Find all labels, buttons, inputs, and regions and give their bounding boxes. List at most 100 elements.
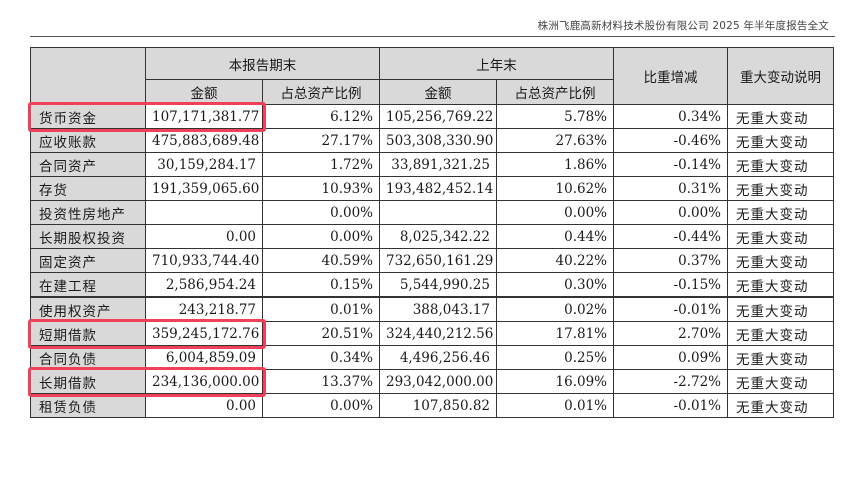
row-label: 合同资产 <box>30 152 146 177</box>
change-cell: -0.46% <box>613 128 728 153</box>
row-label: 在建工程 <box>30 272 146 298</box>
previous-ratio-cell: 0.00% <box>496 200 614 225</box>
note-cell: 无重大变动 <box>727 128 834 153</box>
previous-ratio-cell: 0.02% <box>496 296 614 322</box>
current-ratio-cell: 6.12% <box>262 104 380 129</box>
previous-amount-cell: 732,650,161.29 <box>379 248 497 273</box>
header-divider <box>30 36 835 37</box>
change-header: 比重增减 <box>613 47 728 105</box>
current-amount-cell: 710,933,744.40 <box>145 248 263 273</box>
change-cell: 0.09% <box>613 345 728 370</box>
current-ratio-cell: 27.17% <box>262 128 380 153</box>
corner-header-cell <box>30 47 146 105</box>
table-row: 长期借款 234,136,000.00 13.37% 293,042,000.00 16… <box>30 369 834 394</box>
note-cell: 无重大变动 <box>727 200 834 225</box>
row-label: 固定资产 <box>30 248 146 273</box>
row-label: 租赁负债 <box>30 393 146 418</box>
change-cell: 0.34% <box>613 104 728 129</box>
previous-amount-cell: 293,042,000.00 <box>379 369 497 394</box>
note-cell: 无重大变动 <box>727 272 834 298</box>
change-cell: -0.15% <box>613 272 728 298</box>
current-ratio-cell: 20.51% <box>262 321 380 346</box>
previous-ratio-cell: 16.09% <box>496 369 614 394</box>
change-cell: 0.00% <box>613 200 728 225</box>
current-ratio-cell: 0.00% <box>262 224 380 249</box>
previous-amount-cell: 8,025,342.22 <box>379 224 497 249</box>
row-label: 长期借款 <box>30 369 146 394</box>
change-cell: -0.44% <box>613 224 728 249</box>
note-header: 重大变动说明 <box>727 47 834 105</box>
previous-amount-cell: 193,482,452.14 <box>379 176 497 201</box>
previous-ratio-cell: 27.63% <box>496 128 614 153</box>
previous-amount-cell: 33,891,321.25 <box>379 152 497 177</box>
asset-liability-table: 本报告期末 上年末 比重增减 重大变动说明 金额 占总资产比例 金额 占总资产比… <box>30 47 834 418</box>
previous-ratio-cell: 0.30% <box>496 272 614 298</box>
change-cell: -0.01% <box>613 296 728 322</box>
document-header: 株洲飞鹿高新材料技术股份有限公司 2025 年半年度报告全文 <box>537 20 829 32</box>
note-cell: 无重大变动 <box>727 176 834 201</box>
table-body: 货币资金 107,171,381.77 6.12% 105,256,769.22 5.7… <box>30 104 834 418</box>
change-cell: 0.37% <box>613 248 728 273</box>
change-cell: 2.70% <box>613 321 728 346</box>
row-label: 长期股权投资 <box>30 224 146 249</box>
previous-amount-cell: 105,256,769.22 <box>379 104 497 129</box>
table-row: 货币资金 107,171,381.77 6.12% 105,256,769.22 5.7… <box>30 104 834 129</box>
note-cell: 无重大变动 <box>727 152 834 177</box>
row-label: 货币资金 <box>30 104 146 129</box>
current-amount-cell: 234,136,000.00 <box>145 369 263 394</box>
previous-ratio-cell: 40.22% <box>496 248 614 273</box>
previous-amount-cell: 107,850.82 <box>379 393 497 418</box>
previous-ratio-header: 占总资产比例 <box>496 79 614 105</box>
current-ratio-cell: 13.37% <box>262 369 380 394</box>
current-amount-cell: 191,359,065.60 <box>145 176 263 201</box>
table-row: 合同资产 30,159,284.17 1.72% 33,891,321.25 1.86%… <box>30 152 834 177</box>
table-row: 应收账款 475,883,689.48 27.17% 503,308,330.90 27… <box>30 128 834 153</box>
previous-ratio-cell: 0.01% <box>496 393 614 418</box>
note-cell: 无重大变动 <box>727 321 834 346</box>
current-ratio-cell: 10.93% <box>262 176 380 201</box>
current-ratio-cell: 40.59% <box>262 248 380 273</box>
current-ratio-cell: 0.15% <box>262 272 380 298</box>
previous-ratio-cell: 0.44% <box>496 224 614 249</box>
note-cell: 无重大变动 <box>727 393 834 418</box>
current-amount-cell <box>145 200 263 225</box>
previous-ratio-cell: 1.86% <box>496 152 614 177</box>
table-row: 固定资产 710,933,744.40 40.59% 732,650,161.29 40… <box>30 248 834 273</box>
previous-amount-cell: 324,440,212.56 <box>379 321 497 346</box>
current-ratio-cell: 0.34% <box>262 345 380 370</box>
table-row: 租赁负债 0.00 0.00% 107,850.82 0.01% -0.01% 无重大变动 <box>30 393 834 418</box>
previous-ratio-cell: 10.62% <box>496 176 614 201</box>
row-label: 应收账款 <box>30 128 146 153</box>
current-amount-cell: 0.00 <box>145 393 263 418</box>
previous-year-header: 上年末 <box>379 47 614 80</box>
current-ratio-cell: 0.00% <box>262 393 380 418</box>
current-ratio-header: 占总资产比例 <box>262 79 380 105</box>
table-row: 合同负债 6,004,859.09 0.34% 4,496,256.46 0.25% 0.… <box>30 345 834 370</box>
table-row: 长期股权投资 0.00 0.00% 8,025,342.22 0.44% -0.44% 无重… <box>30 224 834 249</box>
current-amount-cell: 2,586,954.24 <box>145 272 263 298</box>
row-label: 使用权资产 <box>30 296 146 322</box>
change-cell: -2.72% <box>613 369 728 394</box>
table-row: 使用权资产 243,218.77 0.01% 388,043.17 0.02% -0.01… <box>30 296 834 322</box>
table-row: 在建工程 2,586,954.24 0.15% 5,544,990.25 0.30% -0… <box>30 272 834 298</box>
note-cell: 无重大变动 <box>727 224 834 249</box>
row-label: 投资性房地产 <box>30 200 146 225</box>
table-row: 投资性房地产 0.00% 0.00% 0.00% 无重大变动 <box>30 200 834 225</box>
current-amount-header: 金额 <box>145 79 263 105</box>
change-cell: -0.14% <box>613 152 728 177</box>
note-cell: 无重大变动 <box>727 248 834 273</box>
previous-ratio-cell: 17.81% <box>496 321 614 346</box>
note-cell: 无重大变动 <box>727 296 834 322</box>
note-cell: 无重大变动 <box>727 369 834 394</box>
previous-ratio-cell: 0.25% <box>496 345 614 370</box>
current-period-header: 本报告期末 <box>145 47 380 80</box>
current-amount-cell: 359,245,172.76 <box>145 321 263 346</box>
current-amount-cell: 0.00 <box>145 224 263 249</box>
current-ratio-cell: 0.00% <box>262 200 380 225</box>
change-cell: -0.01% <box>613 393 728 418</box>
current-amount-cell: 107,171,381.77 <box>145 104 263 129</box>
previous-amount-header: 金额 <box>379 79 497 105</box>
previous-amount-cell: 4,496,256.46 <box>379 345 497 370</box>
current-amount-cell: 30,159,284.17 <box>145 152 263 177</box>
previous-amount-cell: 5,544,990.25 <box>379 272 497 298</box>
